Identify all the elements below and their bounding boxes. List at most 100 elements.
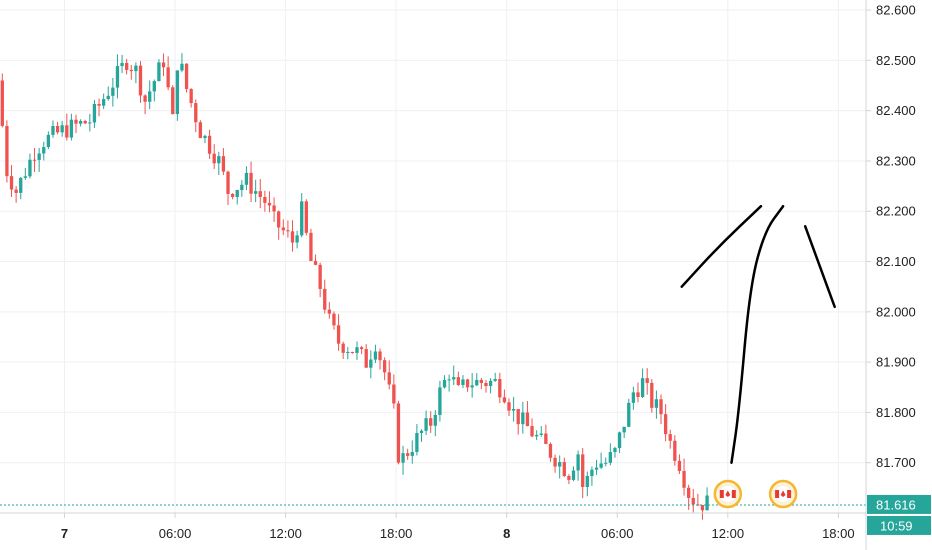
candles <box>0 53 709 520</box>
drawing-line-2[interactable] <box>730 204 785 464</box>
candle-body <box>180 63 184 71</box>
candle-body <box>631 392 636 403</box>
candle-body <box>336 325 341 344</box>
candle-body <box>295 235 299 243</box>
price-axis[interactable]: 82.600 82.500 82.400 82.300 82.200 82.100 82.0… <box>866 3 916 471</box>
candle-body <box>355 347 359 353</box>
candle-body <box>654 399 659 408</box>
candle-body <box>281 227 285 231</box>
candle-body <box>415 432 419 452</box>
drawing-line-1[interactable] <box>680 204 763 288</box>
candle-body <box>152 81 156 92</box>
candle-body <box>134 65 138 72</box>
candle-body <box>106 95 110 100</box>
candle-body <box>83 120 87 124</box>
candle-body <box>267 202 272 206</box>
candle-body <box>442 380 447 388</box>
candle-body <box>369 359 373 368</box>
event-markers[interactable] <box>713 479 798 509</box>
candle-body <box>51 126 55 135</box>
candle-body <box>97 104 101 106</box>
candle-body <box>101 99 106 106</box>
candle-body <box>617 432 622 449</box>
candle-body <box>286 230 290 232</box>
candle-body <box>447 379 451 381</box>
candle-body <box>323 288 327 310</box>
candle-body <box>69 119 74 138</box>
candle-body <box>263 196 267 203</box>
candle-body <box>470 385 474 388</box>
last-price-value: 81.616 <box>876 497 916 512</box>
cad-event-1-flag-icon[interactable] <box>713 479 743 509</box>
candle-body <box>115 66 120 88</box>
candle-body <box>682 470 686 488</box>
candle-body <box>161 62 166 68</box>
x-tick-label: 06:00 <box>159 526 192 541</box>
candle-body <box>622 426 626 433</box>
candle-body <box>129 69 133 72</box>
x-tick-label: 18:00 <box>822 526 855 541</box>
candle-body <box>230 193 235 197</box>
candle-body <box>42 147 46 154</box>
candle-body <box>332 313 336 326</box>
candle-body <box>659 399 663 415</box>
x-tick-label: 06:00 <box>601 526 634 541</box>
candle-body <box>571 470 576 480</box>
y-tick-label: 82.300 <box>876 153 916 168</box>
y-tick-label: 82.400 <box>876 103 916 118</box>
candle-body <box>700 505 705 511</box>
candle-body <box>143 95 147 102</box>
candle-body <box>120 62 124 67</box>
candle-body <box>9 176 14 190</box>
candle-body <box>502 397 507 403</box>
candle-body <box>14 189 18 193</box>
candle-body <box>382 360 387 373</box>
candle-body <box>396 403 401 463</box>
candle-body <box>585 476 589 487</box>
candle-body <box>465 379 470 388</box>
candle-body <box>668 434 672 441</box>
x-tick-label: 8 <box>503 526 510 541</box>
candle-body <box>488 380 493 387</box>
candle-body <box>590 469 594 477</box>
candle-body <box>0 80 4 126</box>
candle-body <box>392 384 396 404</box>
candle-body <box>60 125 64 133</box>
y-tick-label: 82.100 <box>876 254 916 269</box>
candle-body <box>341 343 345 353</box>
candle-body <box>604 462 608 464</box>
candle-body <box>198 122 203 139</box>
candle-body <box>511 408 516 411</box>
candle-body <box>567 475 571 480</box>
candle-body <box>88 122 92 124</box>
candle-body <box>203 135 207 139</box>
candle-body <box>28 159 32 177</box>
y-tick-label: 82.200 <box>876 204 916 219</box>
last-price-box <box>867 494 931 514</box>
candle-body <box>258 191 262 197</box>
drawings[interactable] <box>680 204 836 464</box>
candle-body <box>627 402 631 427</box>
candle-body <box>244 172 249 185</box>
time-axis[interactable]: 7 06:00 12:00 18:00 8 06:00 12:00 18:00 <box>61 513 855 541</box>
candle-body <box>253 191 258 194</box>
cad-event-2-flag-icon[interactable] <box>768 479 798 509</box>
candle-body <box>650 382 654 408</box>
candle-body <box>125 62 129 70</box>
x-tick-label: 18:00 <box>380 526 413 541</box>
candle-body <box>221 156 226 172</box>
candle-body <box>387 372 391 385</box>
candle-body <box>318 264 322 289</box>
candle-body <box>686 487 691 498</box>
candle-body <box>581 454 585 487</box>
candle-body <box>493 378 497 381</box>
candle-body <box>78 120 83 124</box>
candle-body <box>309 232 313 261</box>
candle-body <box>217 156 221 164</box>
candle-body <box>46 134 51 148</box>
candle-body <box>166 67 170 88</box>
candle-body <box>290 231 295 243</box>
drawing-line-3[interactable] <box>803 225 836 309</box>
x-tick-label: 12:00 <box>269 526 302 541</box>
